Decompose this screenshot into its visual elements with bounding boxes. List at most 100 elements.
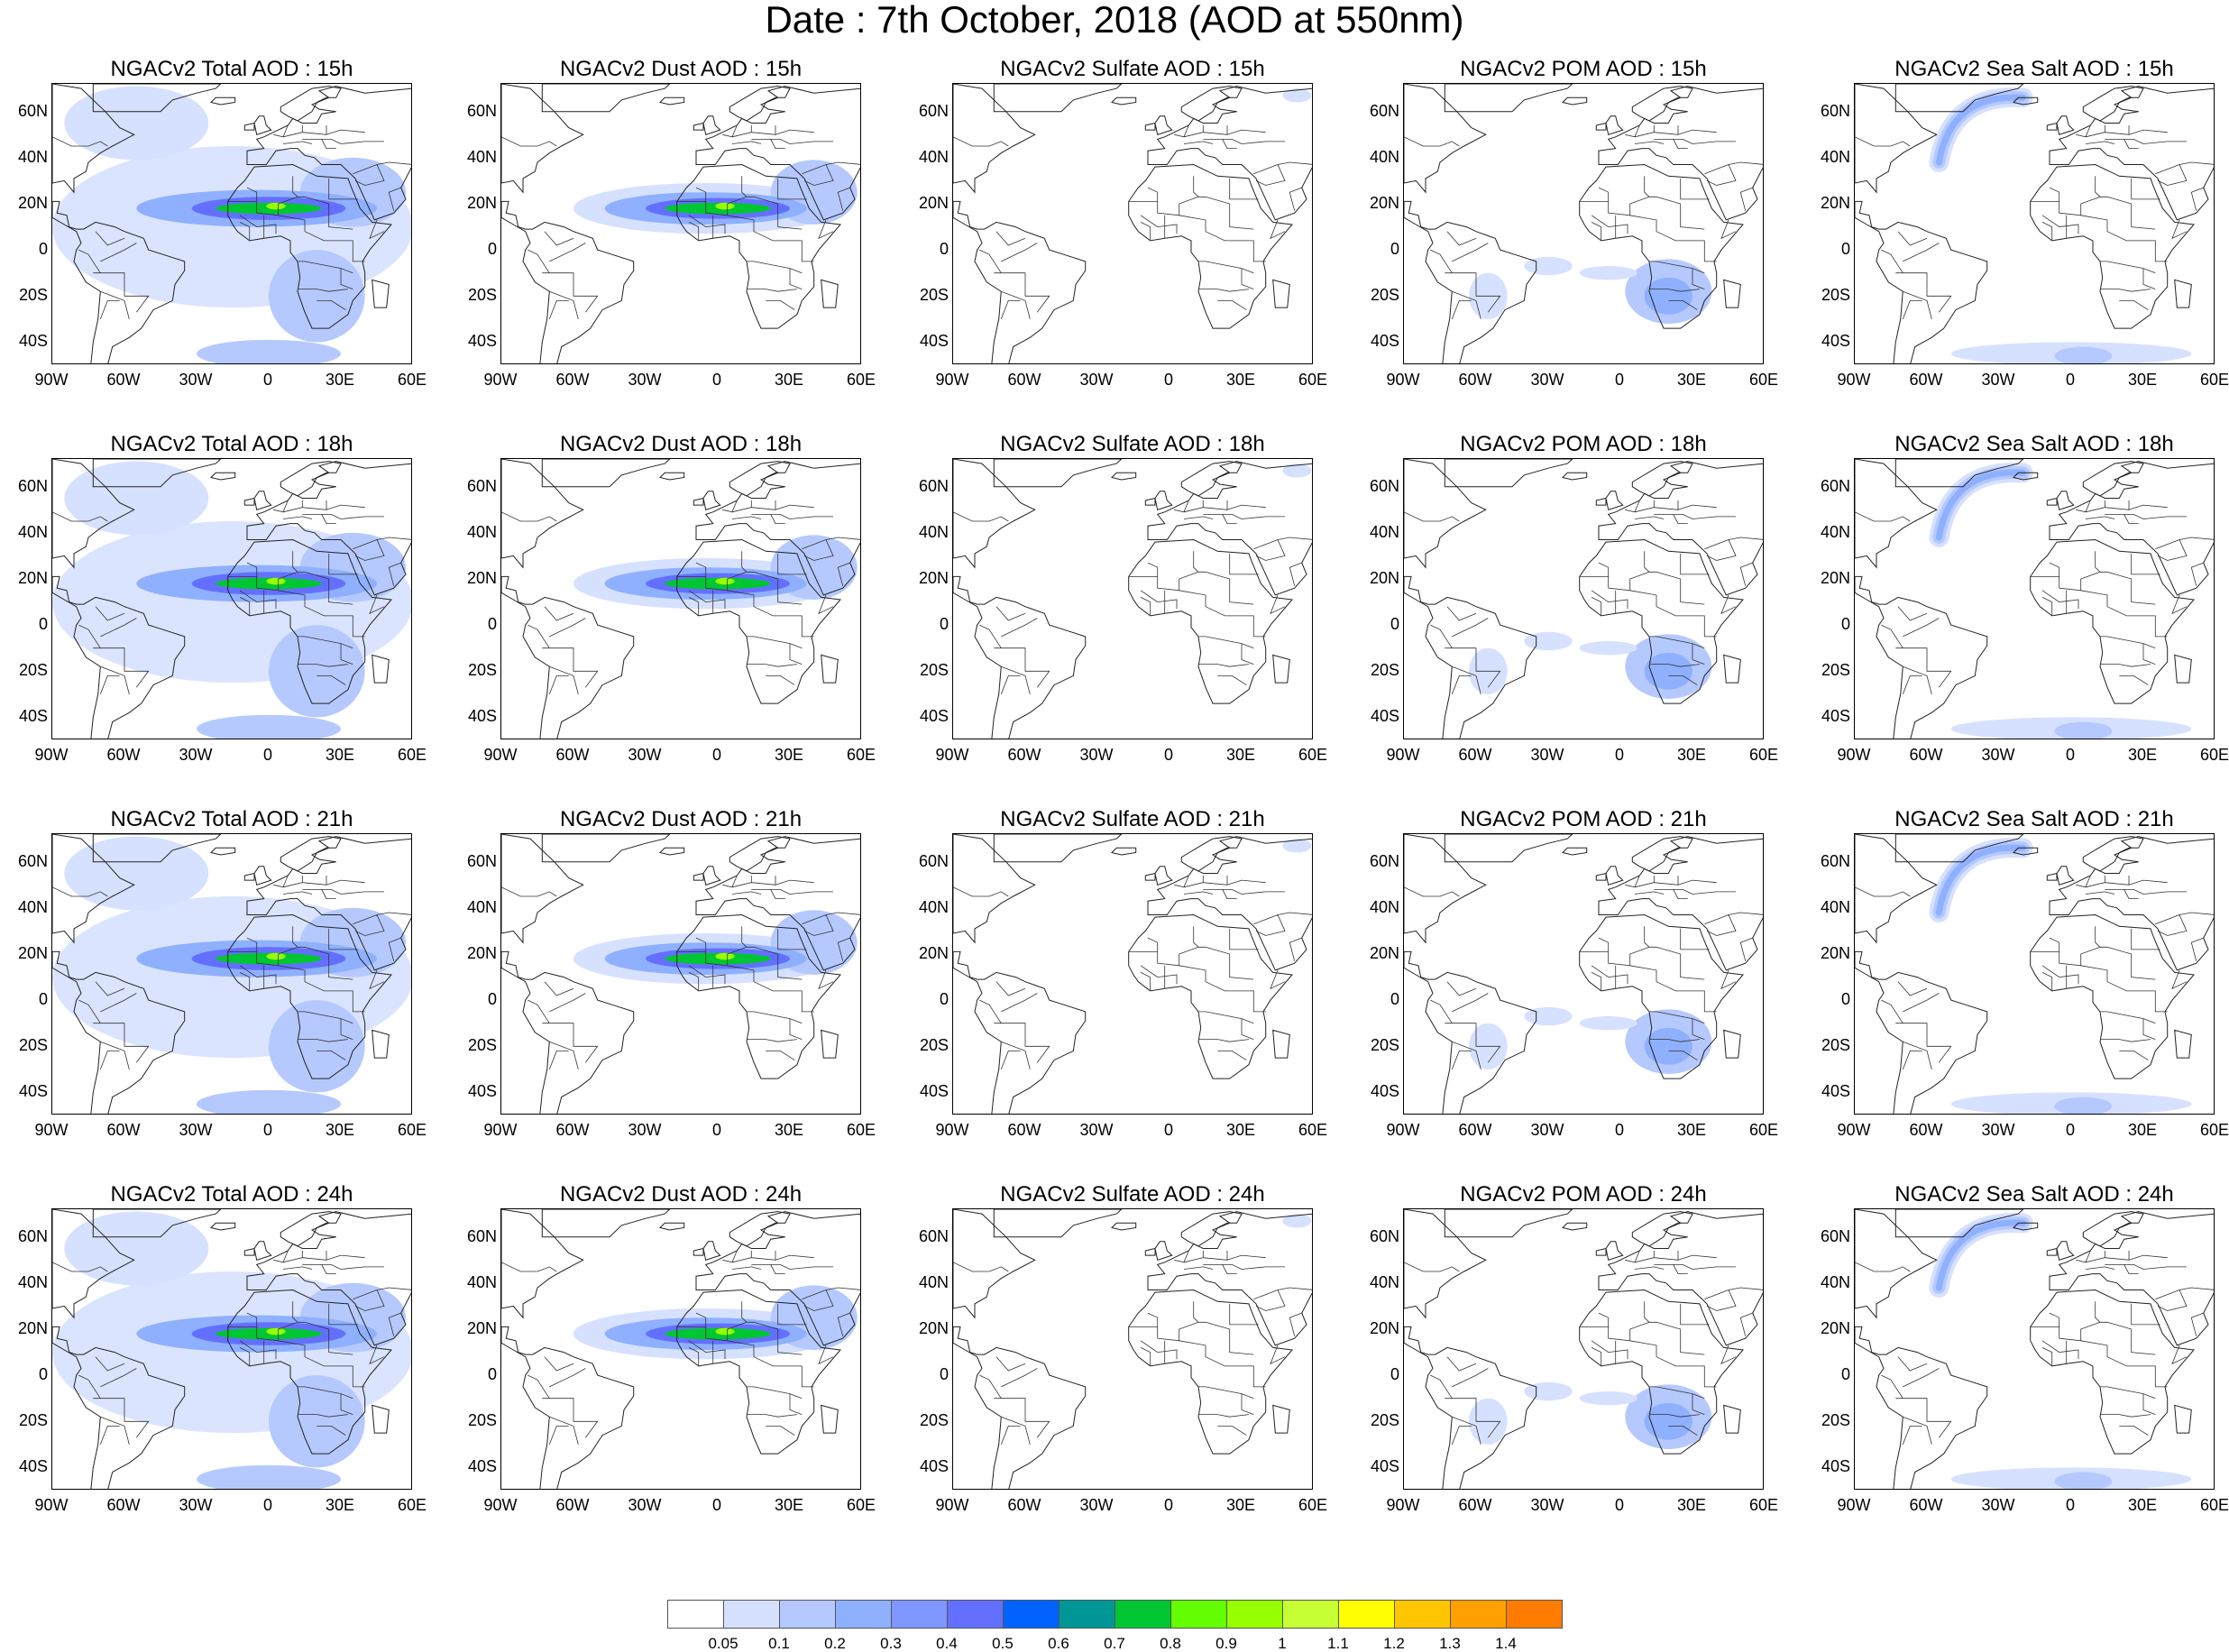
latitude-tick-label: 20S <box>1821 286 1850 305</box>
map-frame <box>952 458 1313 739</box>
map-frame <box>1403 83 1764 364</box>
coastlines <box>1404 84 1763 363</box>
latitude-tick-label: 40N <box>466 1272 497 1291</box>
longitude-tick-label: 90W <box>935 1121 969 1139</box>
latitude-tick-label: 20S <box>18 661 48 680</box>
longitude-tick-label: 60E <box>1298 1496 1328 1514</box>
coastlines <box>501 84 860 363</box>
latitude-tick-label: 0 <box>38 990 48 1009</box>
map-canvas <box>953 1209 1312 1489</box>
map-panel-seasalt-18h: NGACv2 Sea Salt AOD : 18h <box>1854 433 2215 739</box>
latitude-tick-label: 60N <box>17 851 48 870</box>
aerosol-dust-max <box>266 577 286 585</box>
panel-title: NGACv2 POM AOD : 18h <box>1460 432 1707 456</box>
latitude-tick-label: 40N <box>466 522 497 541</box>
sea-salt-plume <box>1935 844 2027 916</box>
longitude-tick-label: 60W <box>1909 1121 1943 1139</box>
aod-field <box>1469 1381 1712 1449</box>
map-canvas <box>1404 834 1763 1114</box>
pom-core <box>1644 1027 1692 1065</box>
colorbar-swatch <box>947 1600 1004 1629</box>
map-frame <box>952 1208 1313 1490</box>
coastlines <box>953 834 1312 1114</box>
longitude-tick-label: 0 <box>2065 371 2075 389</box>
longitude-tick-label: 90W <box>1837 1496 1871 1514</box>
aod-field <box>1282 88 1312 103</box>
longitude-tick-label: 30W <box>1079 746 1114 764</box>
longitude-tick-label: 60W <box>1007 1496 1041 1514</box>
latitude-tick-label: 0 <box>487 615 497 634</box>
latitude-tick-label: 40S <box>1370 707 1399 726</box>
latitude-tick-label: 60N <box>918 851 949 870</box>
map-panel-dust-18h: NGACv2 Dust AOD : 18h <box>500 433 861 739</box>
latitude-tick-label: 20S <box>1821 1411 1850 1430</box>
panel-title: NGACv2 Dust AOD : 18h <box>559 432 803 456</box>
latitude-tick-label: 0 <box>1840 240 1850 259</box>
longitude-tick-label: 0 <box>711 371 721 389</box>
longitude-tick-label: 0 <box>1163 371 1173 389</box>
longitude-tick-label: 60W <box>106 1121 141 1139</box>
longitude-tick-label: 90W <box>1386 371 1420 389</box>
colorbar-label: 1.1 <box>1327 1635 1349 1652</box>
longitude-tick-label: 90W <box>34 746 69 764</box>
map-panel-pom-24h: NGACv2 POM AOD : 24h <box>1403 1183 1764 1490</box>
latitude-tick-label: 0 <box>939 1365 949 1384</box>
longitude-tick-label: 30W <box>1079 1121 1114 1139</box>
map-panel-dust-15h: NGACv2 Dust AOD : 15h <box>500 58 861 364</box>
colorbar-swatch <box>667 1600 724 1629</box>
latitude-tick-label: 20S <box>1370 286 1399 305</box>
sea-salt-storm <box>2054 1097 2113 1114</box>
longitude-tick-label: 30E <box>325 371 355 389</box>
aod-field <box>573 910 858 985</box>
longitude-tick-label: 60E <box>1748 746 1779 764</box>
longitude-tick-label: 30W <box>1981 1496 2015 1514</box>
colorbar-swatch <box>1170 1600 1227 1629</box>
map-canvas <box>1404 1209 1763 1489</box>
latitude-tick-label: 40N <box>466 897 497 916</box>
latitude-tick-label: 0 <box>1390 240 1399 259</box>
latitude-tick-label: 40N <box>918 1272 949 1291</box>
latitude-tick-label: 20S <box>467 1036 497 1055</box>
panel-title: NGACv2 Dust AOD : 21h <box>559 807 803 831</box>
longitude-tick-label: 30E <box>325 746 355 764</box>
latitude-tick-label: 0 <box>1390 1365 1399 1384</box>
sea-salt-plume <box>1935 94 2027 166</box>
latitude-tick-label: 40N <box>1369 897 1399 916</box>
panel-title: NGACv2 Total AOD : 21h <box>110 807 353 831</box>
longitude-tick-label: 30W <box>1981 746 2015 764</box>
colorbar-label: 0.3 <box>880 1635 902 1652</box>
longitude-tick-label: 30E <box>774 371 804 389</box>
latitude-tick-label: 60N <box>466 1226 497 1245</box>
map-panel-seasalt-24h: NGACv2 Sea Salt AOD : 24h <box>1854 1183 2215 1490</box>
longitude-tick-label: 60E <box>1298 746 1328 764</box>
longitude-tick-label: 30W <box>179 1496 213 1514</box>
latitude-tick-label: 60N <box>466 851 497 870</box>
longitude-tick-label: 0 <box>2065 1496 2075 1514</box>
map-frame <box>51 833 412 1115</box>
aerosol-dust-peak <box>216 952 322 965</box>
longitude-tick-label: 60W <box>1909 746 1943 764</box>
longitude-tick-label: 60E <box>2199 371 2229 389</box>
latitude-tick-label: 40S <box>467 332 497 351</box>
aerosol-southern-ocean <box>197 339 341 363</box>
aod-field <box>1469 1006 1712 1074</box>
longitude-tick-label: 30E <box>1225 371 1256 389</box>
latitude-tick-label: 20N <box>1820 1318 1850 1337</box>
aerosol-dust-max <box>266 1327 286 1335</box>
longitude-tick-label: 60E <box>1748 1121 1779 1139</box>
coastlines <box>1855 459 2214 739</box>
aod-field <box>573 1285 858 1360</box>
map-canvas <box>1855 834 2214 1114</box>
map-canvas <box>953 459 1312 739</box>
longitude-tick-label: 30W <box>179 1121 213 1139</box>
latitude-tick-label: 60N <box>1820 1226 1850 1245</box>
longitude-tick-label: 0 <box>262 746 272 764</box>
sulfate-patch <box>1282 88 1312 103</box>
map-frame <box>1403 1208 1764 1490</box>
longitude-tick-label: 30W <box>1530 1121 1564 1139</box>
map-panel-pom-21h: NGACv2 POM AOD : 21h <box>1403 808 1764 1115</box>
panel-title: NGACv2 Total AOD : 24h <box>110 1182 353 1207</box>
latitude-tick-label: 60N <box>1820 476 1850 495</box>
map-canvas <box>1855 1209 2214 1489</box>
latitude-tick-label: 20N <box>918 1318 949 1337</box>
